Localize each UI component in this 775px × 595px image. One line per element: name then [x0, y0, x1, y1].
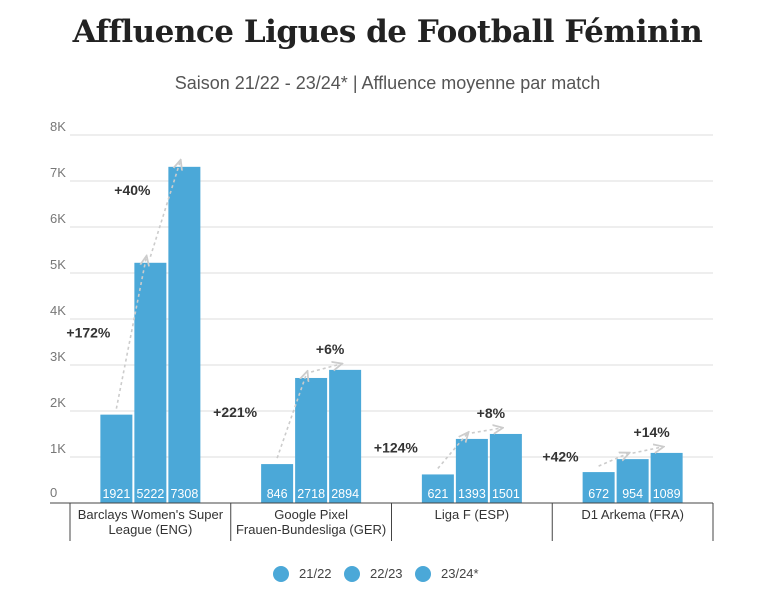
- y-tick-label: 2K: [50, 395, 66, 410]
- category-label: Liga F (ESP): [435, 507, 509, 522]
- bar: [134, 262, 167, 503]
- bar-value-label: 1501: [492, 487, 520, 501]
- growth-label: +8%: [477, 405, 506, 421]
- growth-label: +124%: [374, 440, 419, 456]
- category-label: League (ENG): [108, 522, 192, 537]
- bar-value-label: 621: [427, 487, 448, 501]
- y-tick-label: 5K: [50, 257, 66, 272]
- bar: [582, 472, 615, 503]
- y-tick-label: 7K: [50, 165, 66, 180]
- growth-label: +172%: [66, 324, 111, 340]
- y-tick-label: 4K: [50, 303, 66, 318]
- bar-value-label: 954: [622, 487, 643, 501]
- bar: [329, 369, 362, 503]
- legend-label: 22/23: [370, 566, 403, 581]
- growth-arrow: [437, 433, 468, 469]
- bar: [616, 459, 649, 503]
- bar-value-label: 1393: [458, 487, 486, 501]
- legend-label: 23/24*: [441, 566, 479, 581]
- bar: [295, 377, 328, 503]
- bar: [100, 414, 133, 503]
- growth-label: +6%: [316, 341, 345, 357]
- growth-arrow: [310, 364, 341, 373]
- growth-label: +221%: [213, 404, 258, 420]
- bar-value-label: 7308: [170, 487, 198, 501]
- category-label: Google Pixel: [274, 507, 348, 522]
- bar: [650, 452, 683, 503]
- y-tick-label: 3K: [50, 349, 66, 364]
- bar: [168, 166, 201, 503]
- growth-arrow: [149, 161, 180, 258]
- growth-label: +40%: [114, 182, 151, 198]
- category-label: Barclays Women's Super: [78, 507, 224, 522]
- growth-label: +42%: [542, 449, 579, 465]
- growth-arrow: [115, 257, 146, 409]
- bar: [261, 464, 294, 503]
- y-tick-label: 0: [50, 485, 57, 500]
- bar: [489, 433, 522, 503]
- bar-value-label: 2894: [331, 487, 359, 501]
- growth-label: +14%: [634, 424, 671, 440]
- y-tick-label: 1K: [50, 441, 66, 456]
- growth-arrow: [471, 428, 502, 433]
- bar-value-label: 5222: [136, 487, 164, 501]
- legend-marker: [415, 566, 431, 582]
- bar: [455, 438, 488, 503]
- legend-marker: [344, 566, 360, 582]
- y-tick-label: 6K: [50, 211, 66, 226]
- y-tick-label: 8K: [50, 119, 66, 134]
- bar-value-label: 2718: [297, 487, 325, 501]
- growth-arrow: [632, 447, 663, 454]
- legend-marker: [273, 566, 289, 582]
- bar-value-label: 672: [588, 487, 609, 501]
- chart-title: Affluence Ligues de Football Féminin: [72, 14, 703, 50]
- bar-value-label: 1921: [102, 487, 130, 501]
- category-label: Frauen-Bundesliga (GER): [236, 522, 386, 537]
- bar-value-label: 846: [267, 487, 288, 501]
- chart-subtitle: Saison 21/22 - 23/24* | Affluence moyenn…: [174, 73, 601, 93]
- legend-label: 21/22: [299, 566, 332, 581]
- bar: [421, 474, 454, 503]
- bar-value-label: 1089: [653, 487, 681, 501]
- category-label: D1 Arkema (FRA): [581, 507, 684, 522]
